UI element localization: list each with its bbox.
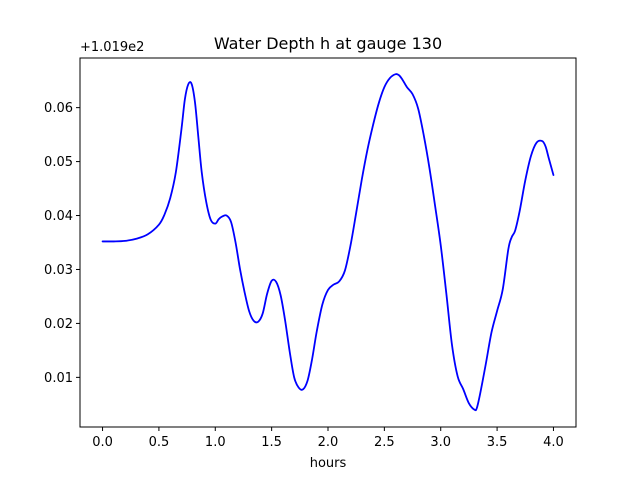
x-tick-label: 1.5 <box>261 435 282 450</box>
x-tick-label: 1.0 <box>205 435 226 450</box>
x-tick-label: 2.5 <box>374 435 395 450</box>
y-axis-ticks: 0.01 0.02 0.03 0.04 0.05 0.06 <box>44 101 80 386</box>
x-tick-label: 3.5 <box>487 435 508 450</box>
y-offset-text: +1.019e2 <box>80 40 144 55</box>
y-tick-label: 0.02 <box>44 317 73 332</box>
y-tick-label: 0.01 <box>44 371 73 386</box>
y-tick-label: 0.05 <box>44 155 73 170</box>
x-axis-ticks: 0.0 0.5 1.0 1.5 2.0 2.5 3.0 3.5 4.0 <box>92 427 564 450</box>
y-tick-label: 0.06 <box>44 101 73 116</box>
x-tick-label: 3.0 <box>430 435 451 450</box>
x-tick-label: 0.0 <box>92 435 113 450</box>
series-layer <box>101 73 555 412</box>
y-tick-label: 0.03 <box>44 263 73 278</box>
x-tick-label: 0.5 <box>149 435 170 450</box>
x-axis-label: hours <box>310 456 347 471</box>
series-line-0 <box>101 73 555 412</box>
y-tick-label: 0.04 <box>44 209 73 224</box>
x-tick-label: 2.0 <box>318 435 339 450</box>
x-tick-label: 4.0 <box>543 435 564 450</box>
plot-frame <box>79 57 577 428</box>
chart-title: Water Depth h at gauge 130 <box>214 34 442 53</box>
